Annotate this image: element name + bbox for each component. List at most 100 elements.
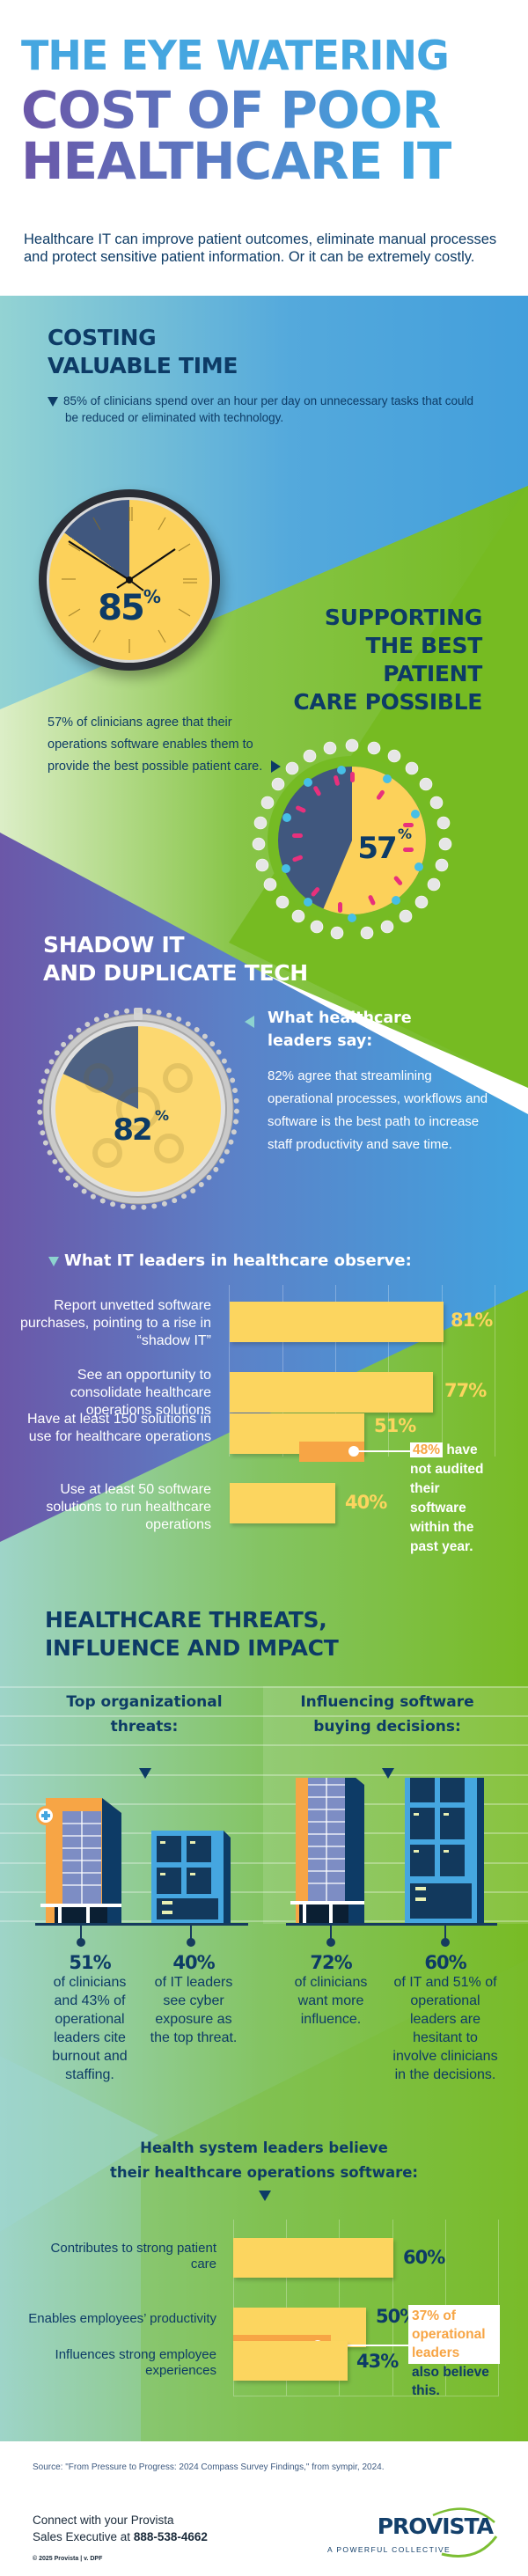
- title-line: COSTING: [48, 325, 157, 350]
- connect-line: Sales Executive at: [33, 2530, 134, 2543]
- callout-48: 48% have not audited their software with…: [410, 1441, 498, 1557]
- observe-heading-text: What IT leaders in healthcare observe:: [64, 1251, 412, 1270]
- bar-value: 77%: [444, 1380, 487, 1401]
- bar-label: Contributes to strong patient care: [50, 2241, 216, 2271]
- patient-care-desc: 57% of clinicians agree that their opera…: [48, 716, 263, 774]
- page-title: THE EYE WATERING COST OF POOR HEALTHCARE…: [21, 30, 452, 191]
- observe-heading: What IT leaders in healthcare observe:: [48, 1251, 412, 1270]
- stat-unit: %: [143, 586, 161, 607]
- logo-swoosh-icon: [432, 2507, 498, 2558]
- buildings-illustration: [36, 1778, 484, 1923]
- stat-desc: of IT and 51% of operational leaders are…: [392, 1975, 498, 2082]
- heading-line: Health system leaders believe: [140, 2139, 388, 2156]
- stat-pct: 51%: [69, 1952, 111, 1973]
- triangle-down-icon: [382, 1768, 394, 1779]
- title-line-2: COST OF POOR: [21, 84, 451, 136]
- bar-value: 60%: [403, 2247, 445, 2268]
- ops-software-heading: Health system leaders believe their heal…: [53, 2136, 475, 2185]
- leaders-say-text: 82% agree that streamlining operational …: [268, 1068, 488, 1152]
- col2-heading: Influencing software buying decisions:: [300, 1693, 474, 1736]
- server-rack-icon: [405, 1778, 484, 1923]
- title-line: HEALTHCARE THREATS,: [45, 1607, 327, 1633]
- bar-label: Use at least 50 software solutions to ru…: [46, 1482, 211, 1532]
- stat-pct: 60%: [424, 1952, 466, 1973]
- provista-logo[interactable]: PROVISTA A POWERFUL COLLECTIVE: [327, 2503, 503, 2565]
- clock-icon: 85%: [39, 489, 220, 671]
- phone-number[interactable]: 888-538-4662: [133, 2530, 208, 2543]
- pin-connector: [77, 1926, 85, 1947]
- bar-label: See an opportunity to consolidate health…: [70, 1368, 211, 1418]
- stat-pct: 72%: [310, 1952, 352, 1973]
- section-title-patient-care: SUPPORTING THE BEST PATIENT CARE POSSIBL…: [264, 604, 482, 716]
- hospital-building-icon: [290, 1778, 364, 1923]
- costing-time-desc: 85% of clinicians spend over an hour per…: [63, 394, 474, 424]
- gear-teeth: [37, 1008, 239, 1210]
- bar-value: 43%: [356, 2351, 399, 2372]
- title-line: INFLUENCE AND IMPACT: [45, 1635, 339, 1661]
- sub-bar-48: [299, 1442, 364, 1462]
- title-line-1: THE EYE WATERING: [21, 32, 450, 79]
- pin-connector: [441, 1926, 450, 1947]
- logo-word: PROVISTA: [377, 2514, 494, 2539]
- stat-desc: of clinicians want more influence.: [294, 1975, 368, 2027]
- callout-text: have not audited their software within t…: [410, 1442, 484, 1554]
- clock-stat: 85%: [49, 586, 209, 628]
- title-line: AND DUPLICATE TECH: [43, 960, 308, 986]
- bar-81: [230, 1302, 444, 1342]
- stat-influence: 72% of clinicians want more influence.: [287, 1952, 375, 2029]
- clock-hands-icon: [62, 507, 197, 653]
- triangle-down-icon: [139, 1768, 151, 1779]
- intro-text: Healthcare IT can improve patient outcom…: [24, 231, 497, 265]
- pills-pie-icon: 57 %: [252, 738, 452, 940]
- bar-value: 40%: [345, 1492, 387, 1513]
- bar-60: [233, 2238, 393, 2278]
- bar-43: [233, 2341, 348, 2381]
- costing-time-text: 85% of clinicians spend over an hour per…: [48, 393, 488, 426]
- bar-label: Have at least 150 solutions in use for h…: [26, 1412, 211, 1444]
- bar-label: Enables employees’ productivity: [28, 2311, 216, 2326]
- svg-text:%: %: [398, 826, 412, 842]
- section-title-costing-time: COSTING VALUABLE TIME: [48, 324, 238, 380]
- pin-connector: [326, 1926, 335, 1947]
- triangle-down-icon: [48, 396, 58, 407]
- ground-line: [286, 1923, 497, 1926]
- logo-tagline: A POWERFUL COLLECTIVE: [327, 2545, 451, 2554]
- title-line-3: HEALTHCARE IT: [21, 131, 452, 191]
- leaders-say-heading: What healthcare leaders say:: [268, 1009, 412, 1050]
- stat-hesitant: 60% of IT and 51% of operational leaders…: [392, 1952, 498, 2084]
- callout-37: 37% of operational leaders: [408, 2305, 500, 2364]
- bar-label: Report unvetted software purchases, poin…: [19, 1298, 211, 1348]
- connect-text: Connect with your Provista Sales Executi…: [33, 2512, 208, 2545]
- section-title-threats: HEALTHCARE THREATS, INFLUENCE AND IMPACT: [45, 1606, 339, 1662]
- stat-desc: of clinicians and 43% of operational lea…: [52, 1975, 128, 2082]
- triangle-down-icon: [259, 2191, 271, 2201]
- source-citation: Source: "From Pressure to Progress: 2024…: [33, 2462, 385, 2472]
- pin-connector: [187, 1926, 195, 1947]
- col1-heading: Top organizational threats:: [66, 1693, 223, 1736]
- callout-37-text: also believe this.: [412, 2365, 489, 2398]
- triangle-left-icon: [245, 1016, 254, 1028]
- server-rack-icon: [151, 1831, 231, 1923]
- bar-77: [230, 1372, 433, 1413]
- triangle-right-icon: [271, 760, 282, 774]
- bar-value: 51%: [374, 1415, 416, 1436]
- section-title-shadow-it: SHADOW IT AND DUPLICATE TECH: [43, 931, 308, 987]
- title-line: CARE POSSIBLE: [293, 689, 482, 715]
- connect-line: Connect with your Provista: [33, 2514, 174, 2527]
- title-line: VALUABLE TIME: [48, 353, 238, 378]
- callout-leader-line: [354, 1450, 410, 1452]
- copyright: © 2025 Provista | v. DPF: [33, 2556, 103, 2562]
- bar-value: 81%: [451, 1310, 493, 1331]
- patient-care-text: 57% of clinicians agree that their opera…: [48, 712, 285, 778]
- title-line: THE BEST PATIENT: [365, 633, 482, 686]
- title-line: SUPPORTING: [324, 605, 482, 630]
- stat-value: 85: [98, 588, 145, 628]
- stat-burnout: 51% of clinicians and 43% of operational…: [40, 1952, 139, 2084]
- hospital-building-icon: [36, 1798, 121, 1923]
- callout-pct: 48%: [410, 1442, 444, 1457]
- bar-40: [230, 1483, 335, 1523]
- stat-cyber: 40% of IT leaders see cyber exposure as …: [148, 1952, 239, 2047]
- heading-line: their healthcare operations software:: [109, 2164, 419, 2181]
- stat-desc: of IT leaders see cyber exposure as the …: [150, 1975, 238, 2045]
- callout-leader-line: [318, 2345, 409, 2346]
